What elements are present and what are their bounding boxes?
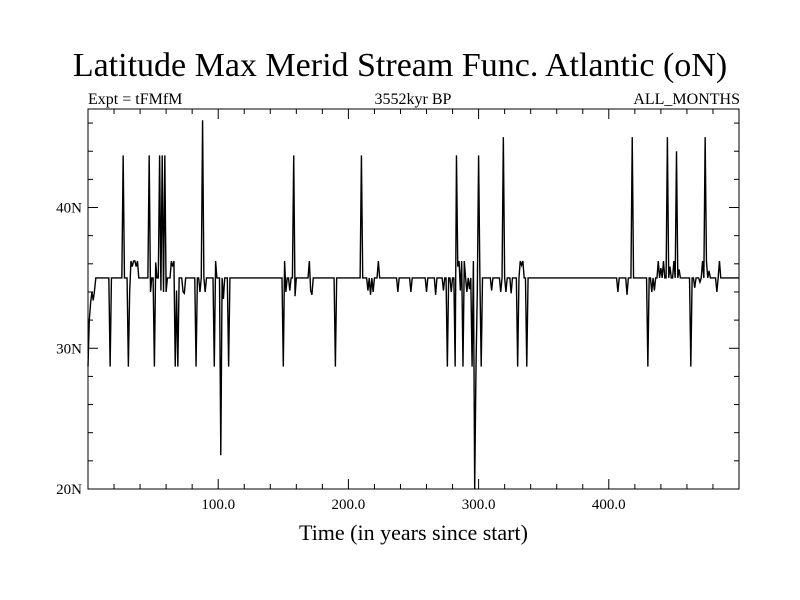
x-tick-label: 300.0 bbox=[462, 497, 496, 513]
x-tick-label: 200.0 bbox=[332, 497, 366, 513]
x-tick-label: 100.0 bbox=[201, 497, 235, 513]
x-axis-label: Time (in years since start) bbox=[299, 520, 528, 545]
axis-ticks bbox=[88, 109, 739, 489]
plot-frame bbox=[87, 108, 740, 490]
period-label: 3552kyr BP bbox=[374, 91, 452, 108]
experiment-label: Expt = tFMfM bbox=[88, 91, 183, 108]
chart-title: Latitude Max Merid Stream Func. Atlantic… bbox=[72, 47, 728, 84]
y-tick-label: 20N bbox=[56, 482, 82, 498]
months-label: ALL_MONTHS bbox=[633, 91, 740, 108]
x-tick-label: 400.0 bbox=[592, 497, 626, 513]
y-tick-label: 30N bbox=[56, 341, 82, 357]
axis-tick-labels: 100.0 200.0 300.0 400.0 20N 30N 40N bbox=[56, 201, 626, 513]
y-tick-label: 40N bbox=[56, 201, 82, 217]
series-line bbox=[87, 120, 739, 490]
